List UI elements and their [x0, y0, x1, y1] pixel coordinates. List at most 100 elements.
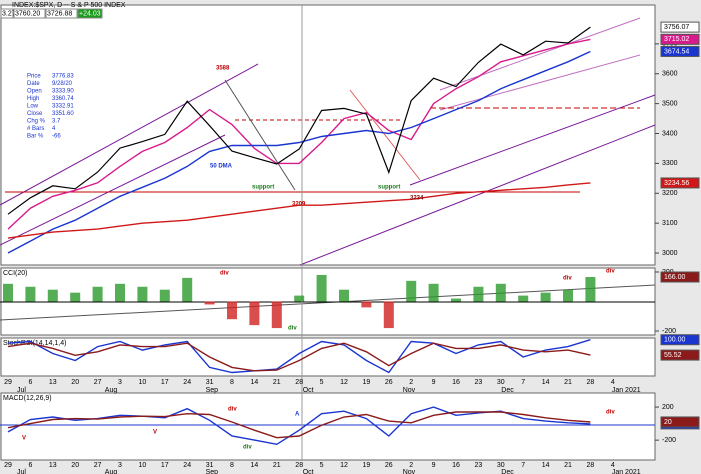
month-label: Aug — [105, 469, 118, 474]
x-tick-label: 29 — [4, 462, 12, 469]
x-tick-label: 21 — [564, 462, 572, 469]
cci-bar — [518, 295, 529, 302]
cci-bar — [159, 289, 170, 302]
annotation: div — [606, 269, 615, 275]
x-tick-label: 12 — [340, 379, 348, 386]
x-tick-label: 14 — [542, 379, 550, 386]
cci-bar — [563, 289, 573, 302]
x-tick-label: 26 — [385, 379, 393, 386]
info-value: 3360.74 — [52, 96, 74, 102]
annotation: 3209 — [292, 202, 306, 208]
channel-line — [439, 54, 641, 111]
y-tick-label: 3200 — [662, 190, 678, 197]
value-label-box — [660, 349, 700, 361]
x-tick-label: 5 — [320, 379, 324, 386]
x-tick-label: 21 — [273, 462, 281, 469]
info-value: 3332.91 — [52, 104, 74, 110]
series-line — [7, 411, 591, 439]
x-tick-label: 14 — [251, 462, 259, 469]
cci-bar — [3, 283, 13, 302]
cci-bar — [383, 301, 394, 329]
value-label-box — [660, 334, 700, 346]
y-tick-label: 3300 — [662, 160, 678, 167]
cci-bar — [339, 289, 349, 302]
annotation: div — [563, 276, 572, 282]
quote-box — [0, 8, 14, 19]
x-tick-label: 14 — [542, 462, 550, 469]
x-tick-label: 29 — [4, 379, 12, 386]
value-label: 3234.56 — [664, 180, 689, 187]
month-label: Jan 2021 — [612, 387, 641, 394]
info-value: 9/28/20 — [52, 81, 73, 87]
annotation: div — [243, 445, 252, 451]
x-tick-label: 3 — [118, 379, 122, 386]
x-tick-label: 20 — [71, 462, 79, 469]
value-label-box — [660, 45, 700, 57]
x-tick-label: 23 — [475, 379, 483, 386]
cci-bar — [204, 301, 215, 305]
panel-title: MACD(12,26,9) — [3, 395, 52, 402]
value-label-box — [660, 416, 700, 428]
quote-value: 3760.20 — [15, 10, 40, 17]
month-label: Dec — [501, 469, 514, 474]
x-tick-label: 8 — [230, 462, 234, 469]
info-label: High — [27, 96, 39, 102]
info-value: 3351.60 — [52, 111, 74, 117]
channel-line — [409, 94, 656, 186]
x-tick-label: 13 — [49, 462, 57, 469]
y-tick-label: 3500 — [662, 100, 678, 107]
x-tick-label: 7 — [521, 462, 525, 469]
cci-bar — [249, 301, 260, 326]
month-label: Aug — [105, 387, 118, 394]
series-line — [7, 50, 591, 254]
cci-bar — [294, 295, 305, 302]
info-label: Close — [27, 111, 43, 117]
x-tick-label: 27 — [94, 462, 102, 469]
quote-value: +24.03 — [79, 10, 101, 17]
stoch-panel — [0, 337, 656, 377]
series-line — [7, 38, 591, 230]
month-label: Oct — [303, 469, 314, 474]
month-label: Sep — [206, 469, 219, 474]
info-value: 3776.83 — [52, 74, 74, 80]
value-label: 100.00 — [664, 337, 686, 344]
cci-bar — [473, 286, 484, 302]
x-tick-label: 16 — [452, 462, 460, 469]
value-label: 3715.02 — [664, 36, 689, 43]
value-label: 3674.54 — [664, 48, 689, 55]
x-tick-label: 31 — [206, 462, 214, 469]
x-tick-label: 30 — [497, 379, 505, 386]
x-tick-label: 9 — [432, 379, 436, 386]
y-tick-label: 3000 — [662, 250, 678, 257]
x-tick-label: 6 — [28, 379, 32, 386]
x-tick-label: 5 — [320, 462, 324, 469]
y-tick-label: -200 — [662, 328, 676, 335]
x-tick-label: 28 — [295, 462, 303, 469]
info-label: Chg % — [27, 119, 46, 125]
cci-bar — [70, 292, 81, 302]
x-tick-label: 26 — [385, 462, 393, 469]
x-tick-label: 27 — [94, 379, 102, 386]
info-label: Date — [27, 81, 40, 87]
annotation: 3588 — [216, 66, 230, 72]
quote-value: 3.27 — [2, 10, 16, 17]
quote-value: 3726.88 — [47, 10, 72, 17]
info-value: 3333.90 — [52, 89, 74, 95]
x-tick-label: 19 — [363, 462, 371, 469]
value-label: 55.52 — [664, 352, 682, 359]
y-tick-label: 3600 — [662, 71, 678, 78]
cci-bar — [25, 286, 36, 302]
trend-line — [224, 79, 296, 191]
info-value: -66 — [52, 134, 61, 140]
month-label: Nov — [403, 469, 416, 474]
annotation: div — [288, 326, 297, 332]
value-label-box — [660, 177, 700, 189]
cci-bar — [406, 280, 417, 302]
value-label-box — [660, 21, 700, 33]
annotation: div — [606, 410, 615, 416]
cci-bar — [115, 283, 125, 302]
y-tick-label: 3400 — [662, 130, 678, 137]
cci-bar — [137, 286, 148, 302]
value-label: 3756.07 — [664, 24, 689, 31]
channel-line — [439, 17, 641, 91]
